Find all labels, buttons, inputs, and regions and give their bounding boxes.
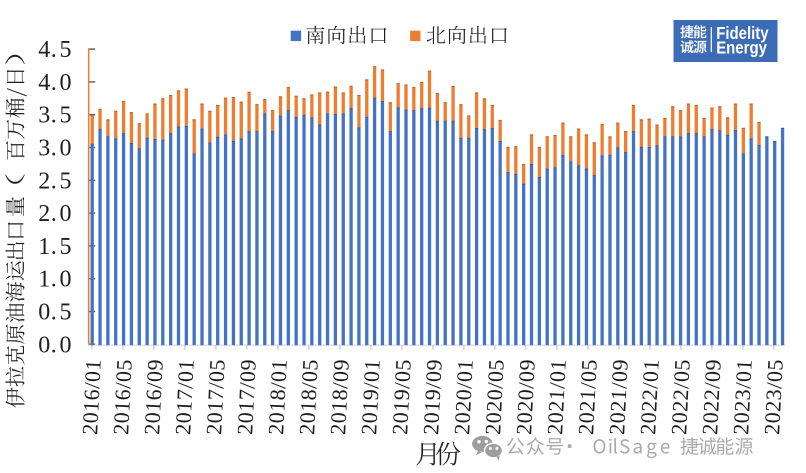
svg-text:2016/05: 2016/05 xyxy=(108,358,137,435)
svg-text:2019/05: 2019/05 xyxy=(387,358,416,435)
svg-text:2018/01: 2018/01 xyxy=(263,358,292,435)
svg-text:2020/05: 2020/05 xyxy=(480,358,509,435)
svg-text:4.0: 4.0 xyxy=(38,70,72,96)
svg-text:2021/05: 2021/05 xyxy=(573,358,602,435)
svg-text:2022/01: 2022/01 xyxy=(635,358,664,435)
svg-text:2017/05: 2017/05 xyxy=(201,358,230,435)
svg-text:2017/01: 2017/01 xyxy=(170,358,199,435)
svg-text:2019/01: 2019/01 xyxy=(356,358,385,435)
svg-text:2019/09: 2019/09 xyxy=(418,358,447,435)
svg-text:2016/01: 2016/01 xyxy=(77,358,106,435)
svg-text:2.5: 2.5 xyxy=(38,168,72,194)
svg-text:2018/05: 2018/05 xyxy=(294,358,323,435)
svg-text:2017/09: 2017/09 xyxy=(232,358,261,435)
svg-text:2023/05: 2023/05 xyxy=(759,358,788,435)
svg-text:2020/01: 2020/01 xyxy=(449,358,478,435)
svg-text:1.5: 1.5 xyxy=(38,234,72,260)
svg-text:Energy: Energy xyxy=(716,39,767,58)
svg-text:Fidelity: Fidelity xyxy=(716,24,768,43)
svg-text:2022/05: 2022/05 xyxy=(666,358,695,435)
svg-text:0.5: 0.5 xyxy=(38,300,72,326)
svg-text:2021/09: 2021/09 xyxy=(604,358,633,435)
svg-text:2021/01: 2021/01 xyxy=(542,358,571,435)
svg-text:2022/09: 2022/09 xyxy=(697,358,726,435)
svg-text:2018/09: 2018/09 xyxy=(325,358,354,435)
svg-text:1.0: 1.0 xyxy=(38,267,72,293)
svg-text:3.5: 3.5 xyxy=(38,103,72,129)
svg-text:2.0: 2.0 xyxy=(38,201,72,227)
svg-text:2023/01: 2023/01 xyxy=(728,358,757,435)
svg-text:2016/09: 2016/09 xyxy=(139,358,168,435)
svg-text:2020/09: 2020/09 xyxy=(511,358,540,435)
svg-text:4.5: 4.5 xyxy=(38,37,72,63)
svg-text:3.0: 3.0 xyxy=(38,136,72,162)
svg-text:0.0: 0.0 xyxy=(38,332,72,358)
